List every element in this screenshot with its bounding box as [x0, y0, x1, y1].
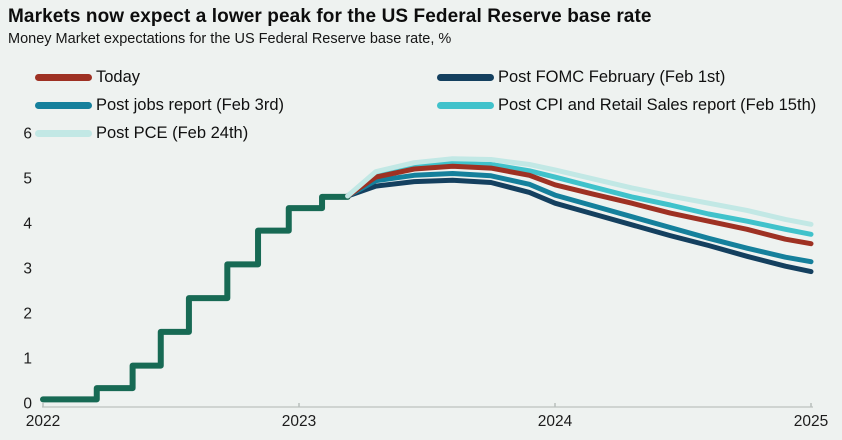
chart-subtitle: Money Market expectations for the US Fed… — [8, 31, 452, 47]
legend-swatch-post-pce — [35, 129, 92, 137]
legend-label-post-pce: Post PCE (Feb 24th) — [96, 123, 249, 142]
legend-label-post-cpi: Post CPI and Retail Sales report (Feb 15… — [498, 95, 817, 114]
legend-swatch-post-jobs — [35, 101, 92, 109]
legend-item-post-cpi: Post CPI and Retail Sales report (Feb 15… — [437, 96, 836, 115]
y-axis-label: 5 — [23, 171, 32, 188]
series-actual-rate-step — [40, 193, 351, 403]
series-post-jobs-report-feb-3rd — [345, 171, 814, 265]
legend-swatch-post-cpi — [437, 101, 494, 109]
y-axis-label: 2 — [23, 306, 32, 323]
legend-item-post-jobs: Post jobs report (Feb 3rd) — [35, 96, 437, 115]
page-title: Markets now expect a lower peak for the … — [8, 6, 652, 27]
x-axis-label: 2024 — [538, 413, 573, 430]
legend: Today Post FOMC February (Feb 1st) Post … — [35, 63, 836, 147]
legend-swatch-post-fomc — [437, 73, 494, 81]
legend-item-post-fomc: Post FOMC February (Feb 1st) — [437, 68, 836, 87]
legend-item-today: Today — [35, 68, 437, 87]
y-axis-label: 3 — [23, 261, 32, 278]
x-axis-label: 2022 — [26, 413, 60, 430]
series-post-fomc-february-feb-1st — [345, 177, 814, 275]
x-axis-label: 2025 — [794, 413, 828, 430]
series-post-pce-feb-24th — [345, 156, 814, 227]
legend-item-post-pce: Post PCE (Feb 24th) — [35, 124, 437, 143]
y-axis-label: 4 — [23, 216, 32, 233]
x-axis-label: 2023 — [282, 413, 316, 430]
legend-label-post-fomc: Post FOMC February (Feb 1st) — [498, 67, 726, 86]
series-post-cpi-and-retail-sales-report-feb-15th — [345, 160, 814, 237]
y-axis-label: 0 — [23, 396, 32, 413]
legend-label-today: Today — [96, 67, 141, 86]
y-axis-label: 1 — [23, 351, 32, 368]
y-axis-label: 6 — [23, 126, 32, 143]
legend-label-post-jobs: Post jobs report (Feb 3rd) — [96, 95, 284, 114]
series-today — [345, 163, 814, 247]
chart-header: Markets now expect a lower peak for the … — [8, 6, 834, 47]
legend-swatch-today — [35, 73, 92, 81]
